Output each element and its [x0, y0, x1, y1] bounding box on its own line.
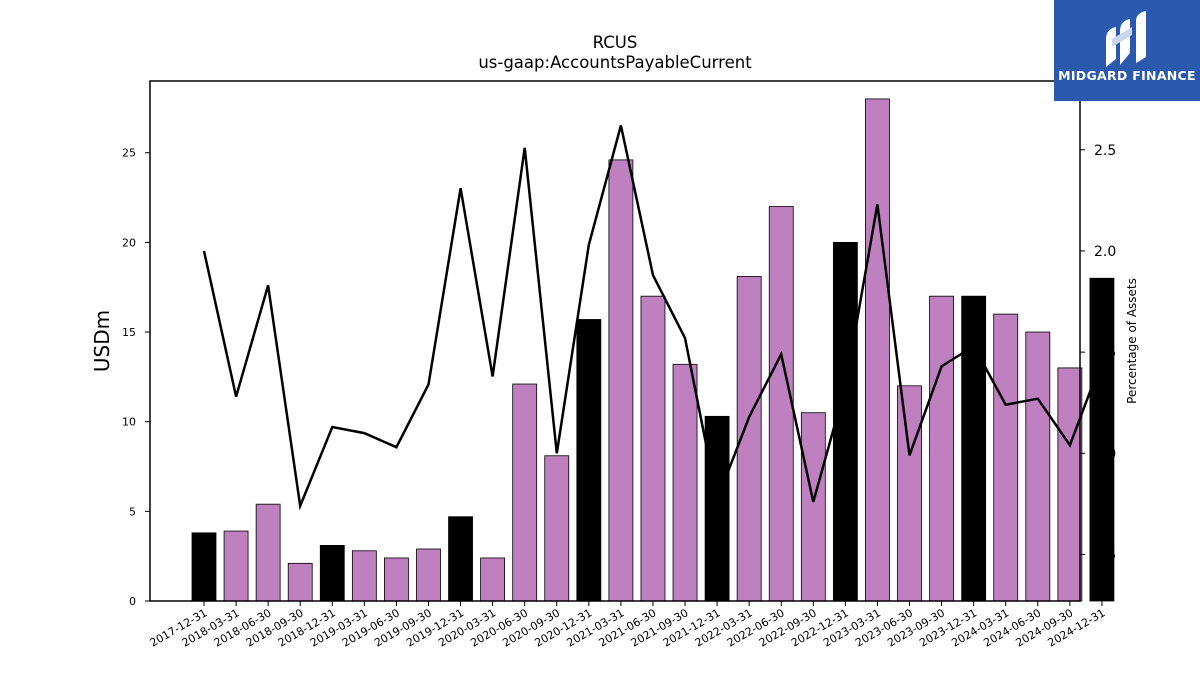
bar	[800, 412, 826, 602]
y-axis-right: 0.5 1.0 1.5 2.0 2.5	[1080, 143, 1116, 563]
bar	[448, 516, 473, 602]
bar	[832, 241, 858, 602]
bar	[1025, 331, 1051, 602]
bar	[1089, 277, 1115, 602]
y2-tick-label: 2.0	[1094, 244, 1116, 260]
series-line	[202, 125, 1104, 511]
bar	[512, 383, 538, 602]
bar	[640, 295, 666, 602]
bar	[191, 532, 217, 602]
bar	[384, 557, 409, 602]
y2-axis-label: Percentage of Assets	[1125, 278, 1139, 404]
bar	[1057, 367, 1083, 602]
bar	[351, 550, 377, 602]
bar	[929, 295, 954, 602]
midgard-logo-icon	[1106, 11, 1146, 67]
chart-subtitle: us-gaap:AccountsPayableCurrent	[478, 53, 752, 72]
y2-tick-label: 0.5	[1094, 547, 1116, 563]
percentage-line	[202, 125, 1104, 511]
bar	[544, 455, 570, 602]
y-tick-label: 15	[122, 326, 136, 339]
y-axis-left: 0 5 10 15 20 25	[122, 147, 150, 608]
bar	[608, 159, 634, 602]
brand-name: MIDGARD FINANCE	[1058, 68, 1196, 83]
bar	[576, 319, 602, 602]
x-axis: 2017-12-312018-03-312018-06-302018-09-30…	[148, 601, 1107, 650]
y-tick-label: 25	[122, 147, 136, 160]
y2-tick-label: 1.5	[1094, 345, 1116, 361]
y-axis-label: USDm	[90, 310, 114, 372]
bar	[223, 530, 249, 602]
bar	[961, 295, 987, 602]
bar	[672, 363, 698, 602]
bar	[704, 415, 730, 602]
bar	[897, 385, 922, 602]
y2-tick-label: 1.0	[1094, 446, 1116, 462]
y-tick-label: 20	[122, 236, 136, 249]
y2-tick-label: 2.5	[1094, 143, 1116, 159]
y-tick-label: 0	[129, 595, 136, 608]
y-tick-label: 5	[129, 505, 136, 518]
y-tick-label: 10	[122, 416, 136, 429]
bar	[993, 313, 1019, 602]
bar	[416, 548, 441, 602]
bar	[255, 503, 281, 602]
brand-logo: MIDGARD FINANCE	[1054, 0, 1200, 101]
plot-frame	[149, 80, 1081, 602]
bar	[319, 545, 345, 602]
bar	[865, 98, 890, 602]
bars	[191, 98, 1115, 602]
bar	[287, 562, 313, 602]
bar	[768, 206, 794, 602]
bar	[480, 557, 506, 602]
chart-title: RCUS	[593, 33, 638, 52]
